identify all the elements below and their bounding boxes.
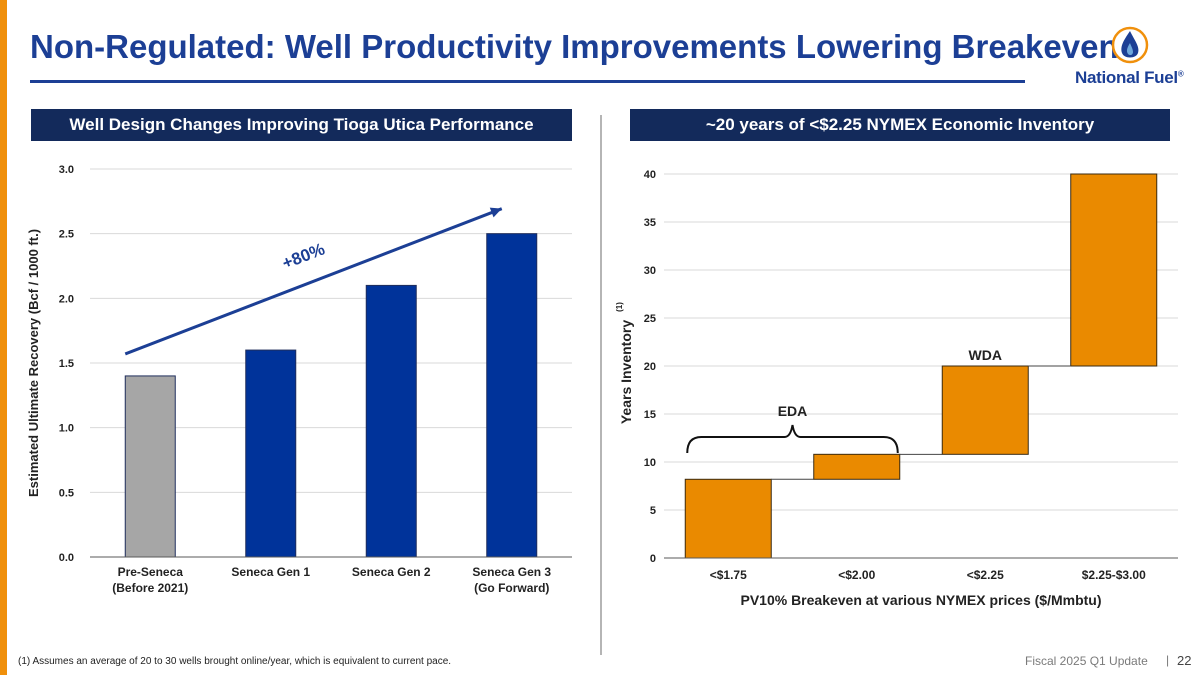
waterfall-bar <box>813 453 901 480</box>
page-title: Non-Regulated: Well Productivity Improve… <box>30 28 1137 65</box>
left-y-tick-label: 2.5 <box>59 229 74 241</box>
right-x-tick-label: <$2.25 <box>967 568 1004 582</box>
left-x-tick-label: Pre-Seneca <box>118 565 184 579</box>
growth-annotation: +80% <box>280 239 328 273</box>
eda-annotation: EDA <box>778 403 808 419</box>
left-x-tick-label-line2: (Go Forward) <box>474 581 549 595</box>
left-bar <box>245 349 297 558</box>
right-panel-title: ~20 years of <$2.25 NYMEX Economic Inven… <box>630 109 1170 141</box>
page-number: 22 <box>1177 653 1192 668</box>
left-y-tick-label: 1.0 <box>59 423 74 435</box>
right-y-axis-label: Years Inventory <box>618 320 634 424</box>
growth-arrow-head-icon <box>489 207 502 218</box>
left-y-tick-label: 0.5 <box>59 487 74 499</box>
left-y-tick-label: 1.5 <box>59 358 74 370</box>
wda-annotation: WDA <box>969 347 1002 363</box>
waterfall-bar <box>941 365 1029 455</box>
left-x-tick-label-line2: (Before 2021) <box>112 581 188 595</box>
waterfall-bar <box>684 478 772 559</box>
right-x-tick-label: <$2.00 <box>838 568 875 582</box>
right-x-axis-label: PV10% Breakeven at various NYMEX prices … <box>740 592 1101 608</box>
right-y-tick-label: 25 <box>644 313 656 325</box>
title-underline <box>30 80 1025 83</box>
right-y-tick-label: 0 <box>650 553 656 565</box>
left-y-axis-label: Estimated Ultimate Recovery (Bcf / 1000 … <box>26 229 41 497</box>
left-bar <box>365 284 417 558</box>
right-x-tick-label: $2.25-$3.00 <box>1082 568 1146 582</box>
national-fuel-logo <box>1111 26 1149 64</box>
eda-brace-icon <box>686 424 899 454</box>
footnote: (1) Assumes an average of 20 to 30 wells… <box>18 656 452 667</box>
right-y-tick-label: 15 <box>644 409 656 421</box>
growth-arrow-line <box>124 207 503 356</box>
left-bar <box>124 375 176 558</box>
left-y-tick-label: 0.0 <box>59 552 74 564</box>
left-y-tick-label: 3.0 <box>59 164 74 176</box>
right-y-tick-label: 10 <box>644 457 656 469</box>
panel-divider <box>600 115 602 655</box>
left-x-tick-label: Seneca Gen 2 <box>352 565 431 579</box>
right-y-tick-label: 30 <box>644 265 656 277</box>
logo-flame-inner-icon <box>1126 43 1133 56</box>
right-y-tick-label: 40 <box>644 169 656 181</box>
left-x-tick-label: Seneca Gen 3 <box>472 565 551 579</box>
footer-label: Fiscal 2025 Q1 Update <box>1025 654 1148 668</box>
right-y-tick-label: 35 <box>644 217 656 229</box>
right-y-tick-label: 20 <box>644 361 656 373</box>
left-panel-title: Well Design Changes Improving Tioga Utic… <box>31 109 572 141</box>
left-bar <box>486 233 538 558</box>
right-y-axis-footnote: (1) <box>615 302 624 312</box>
footer-separator: | <box>1166 653 1170 667</box>
left-x-tick-label: Seneca Gen 1 <box>231 565 310 579</box>
right-x-tick-label: <$1.75 <box>710 568 747 582</box>
logo-wordmark: National Fuel® <box>1075 68 1184 87</box>
waterfall-bar <box>1070 173 1158 367</box>
right-y-tick-label: 5 <box>650 505 656 517</box>
left-y-tick-label: 2.0 <box>59 293 74 305</box>
accent-stripe <box>0 0 7 675</box>
